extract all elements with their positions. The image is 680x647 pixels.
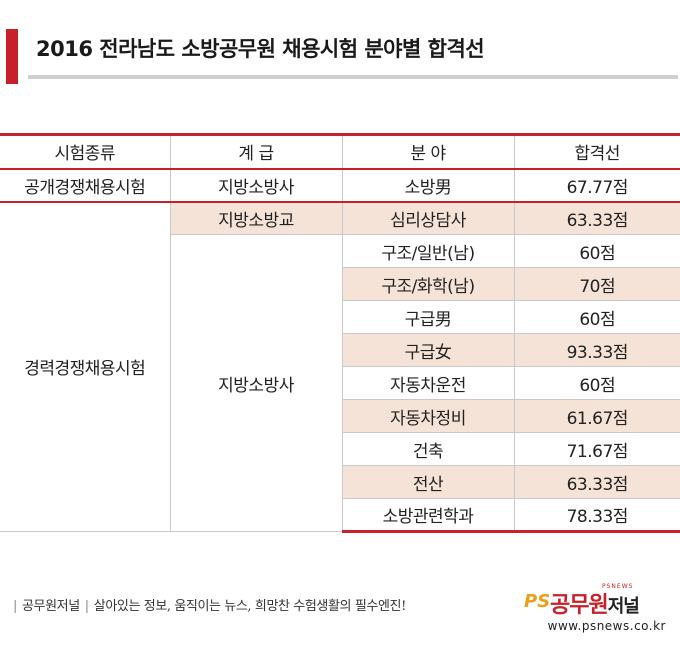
field-cell: 건축 [342, 432, 515, 466]
table-row: 구급女 93.33점 [0, 333, 680, 367]
table-row: 자동차정비 61.67점 [0, 399, 680, 433]
header-rank: 계 급 [170, 133, 343, 170]
table-row: 구조/화학(남) 70점 [0, 267, 680, 301]
table-row: 자동차운전 60점 [0, 366, 680, 400]
table-row: 지방소방사 구조/일반(남) 60점 [0, 234, 680, 532]
cutoff-cell: 60점 [514, 300, 680, 334]
table-row: 경력경쟁채용시험 지방소방교 심리상담사 63.33점 [0, 201, 680, 532]
rank-cell: 지방소방사 [170, 168, 343, 203]
footer-brand: 공무원저널 [21, 599, 80, 614]
field-cell: 구조/일반(남) [342, 234, 515, 268]
field-cell: 전산 [342, 465, 515, 499]
rank-cell: 지방소방교 [170, 201, 343, 235]
title-underline [28, 75, 678, 79]
header-cutoff: 합격선 [514, 133, 680, 170]
header-field: 분 야 [342, 133, 515, 170]
exam-type-cell: 경력경쟁채용시험 [0, 201, 171, 532]
field-cell: 자동차운전 [342, 366, 515, 400]
footer-slogan-line: | 공무원저널 | 살아있는 정보, 움직이는 뉴스, 희망찬 수험생활의 필수엔진! [8, 595, 406, 614]
field-cell: 구조/화학(남) [342, 267, 515, 301]
cutoff-cell: 70점 [514, 267, 680, 301]
table-row: 구급男 60점 [0, 300, 680, 334]
field-cell: 소방관련학과 [342, 498, 515, 533]
logo-ps-mark: PS [524, 591, 551, 612]
cutoff-cell: 63.33점 [514, 465, 680, 499]
footer-divider: | [13, 599, 17, 614]
field-cell: 구급男 [342, 300, 515, 334]
cutoff-cell: 93.33점 [514, 333, 680, 367]
field-cell: 심리상담사 [342, 201, 515, 235]
cutoff-cell: 71.67점 [514, 432, 680, 466]
cutoff-cell: 67.77점 [514, 168, 680, 203]
title-accent-bar [6, 29, 18, 84]
psnews-logo: PS 공무원저널 PSNEWS [524, 583, 664, 619]
logo-small-text: 저널 [607, 596, 640, 617]
logo-wordmark: 공무원저널 [550, 587, 640, 619]
rank-cell: 지방소방사 [170, 234, 343, 532]
table-row: 건축 71.67점 [0, 432, 680, 466]
cutoff-cell: 60점 [514, 234, 680, 268]
table-header-row: 시험종류 계 급 분 야 합격선 [0, 133, 680, 170]
footer-slogan: 살아있는 정보, 움직이는 뉴스, 희망찬 수험생활의 필수엔진! [93, 599, 407, 614]
footer-divider: | [84, 599, 89, 614]
logo-main-text: 공무원 [550, 593, 609, 618]
header-exam-type: 시험종류 [0, 133, 171, 170]
cutoff-cell: 60점 [514, 366, 680, 400]
cutoff-cell: 78.33점 [514, 498, 680, 533]
site-url: www.psnews.co.kr [547, 619, 666, 633]
results-table: 시험종류 계 급 분 야 합격선 공개경쟁채용시험 지방소방사 소방男 67.7… [0, 133, 680, 533]
cutoff-cell: 63.33점 [514, 201, 680, 235]
table-row: 전산 63.33점 [0, 465, 680, 499]
field-cell: 자동차정비 [342, 399, 515, 433]
field-cell: 소방男 [342, 168, 515, 203]
field-cell: 구급女 [342, 333, 515, 367]
page-title: 2016 전라남도 소방공무원 채용시험 분야별 합격선 [36, 37, 485, 61]
table-row: 소방관련학과 78.33점 [0, 498, 680, 533]
logo-tag: PSNEWS [602, 583, 634, 590]
table-row: 공개경쟁채용시험 지방소방사 소방男 67.77점 [0, 168, 680, 203]
cutoff-cell: 61.67점 [514, 399, 680, 433]
title-block: 2016 전라남도 소방공무원 채용시험 분야별 합격선 [6, 29, 678, 84]
exam-type-cell: 공개경쟁채용시험 [0, 168, 171, 203]
footer: | 공무원저널 | 살아있는 정보, 움직이는 뉴스, 희망찬 수험생활의 필수엔진!… [0, 583, 680, 640]
